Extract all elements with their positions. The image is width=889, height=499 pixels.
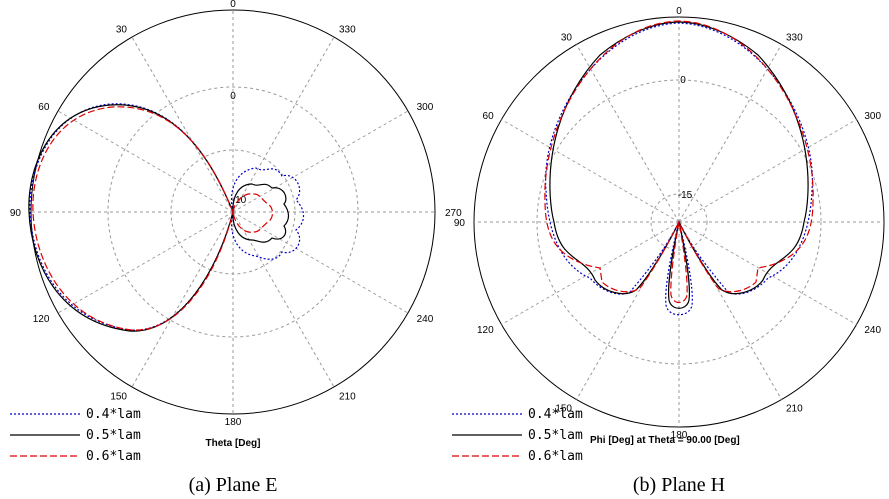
radial-label-a-0: 0 <box>230 91 236 102</box>
curve-a-0.5lam-main <box>28 104 234 332</box>
grid-b <box>473 16 885 428</box>
spoke-a-210 <box>232 211 335 388</box>
legend-b-label-0.4lam: 0.4*lam <box>528 407 583 422</box>
radial-label-b-1: -15 <box>678 190 693 201</box>
angle-label-a-180: 180 <box>225 417 242 428</box>
spoke-b-30 <box>576 44 680 223</box>
spoke-a-300 <box>232 110 409 213</box>
spoke-b-60 <box>501 119 680 223</box>
angle-label-b-30: 30 <box>561 33 573 44</box>
polar-chart-plane-e: 0 30 60 90 120 150 180 210 240 270 300 330 0 -10 0.… <box>10 0 462 496</box>
series-a-0.6lam <box>32 106 274 331</box>
grid-a <box>30 9 436 415</box>
angle-label-b-0: 0 <box>676 6 682 17</box>
axis-title-b: Phi [Deg] at Theta = 90.00 [Deg] <box>590 435 740 446</box>
angle-label-a-30: 30 <box>116 24 128 35</box>
legend-a: 0.4*lam 0.5*lam 0.6*lam <box>10 407 141 464</box>
curve-a-0.6lam-main <box>32 106 234 331</box>
spoke-b-150 <box>576 221 680 400</box>
spoke-b-210 <box>678 221 782 400</box>
legend-b-label-0.5lam: 0.5*lam <box>528 428 583 443</box>
angle-ticks-a: 0 30 60 90 120 150 180 210 240 270 300 330 <box>10 0 462 428</box>
spoke-a-240 <box>232 211 409 314</box>
legend-b: 0.4*lam 0.5*lam 0.6*lam <box>452 407 583 464</box>
ring-a-1 <box>107 86 359 338</box>
ring-b-1 <box>536 79 822 365</box>
angle-label-a-0: 0 <box>230 0 236 10</box>
caption-a: (a) Plane E <box>189 474 278 496</box>
series-b-0.4lam <box>545 22 813 316</box>
angle-label-a-60: 60 <box>38 102 50 113</box>
angle-label-b-120: 120 <box>477 325 494 336</box>
outer-ring-a <box>30 9 436 415</box>
spoke-a-60 <box>57 110 234 213</box>
spokes-a <box>31 10 435 414</box>
series-b-0.6lam <box>544 20 814 304</box>
curve-a-0.6lam-back <box>232 193 274 233</box>
angle-label-b-150: 150 <box>555 403 572 414</box>
angle-label-a-240: 240 <box>417 314 434 325</box>
spoke-a-120 <box>57 211 234 314</box>
angle-label-b-90: 90 <box>454 218 466 229</box>
angle-label-b-240: 240 <box>864 325 881 336</box>
curve-b-0.6lam-lobe <box>670 221 688 304</box>
angle-label-a-210: 210 <box>339 392 356 403</box>
series-a-0.4lam <box>29 103 305 331</box>
curve-b-0.5lam-lobe <box>668 221 690 309</box>
angle-label-b-180: 180 <box>671 430 688 441</box>
spoke-b-330 <box>678 44 782 223</box>
caption-b: (b) Plane H <box>633 474 725 496</box>
curve-b-0.4lam-main <box>545 22 813 295</box>
angle-label-b-210: 210 <box>786 403 803 414</box>
angle-label-a-120: 120 <box>33 314 50 325</box>
angle-label-b-60: 60 <box>483 111 495 122</box>
legend-a-label-0.6lam: 0.6*lam <box>86 449 141 464</box>
legend-b-label-0.6lam: 0.6*lam <box>528 449 583 464</box>
spoke-b-120 <box>501 221 680 325</box>
ring-b-2 <box>650 193 708 251</box>
curve-b-0.6lam-main <box>544 20 814 293</box>
curve-a-0.5lam-back <box>232 183 290 243</box>
angle-label-a-330: 330 <box>339 24 356 35</box>
curve-b-0.4lam-lobe <box>665 221 693 316</box>
curve-b-0.5lam-main <box>549 21 809 295</box>
angle-label-b-300: 300 <box>864 111 881 122</box>
spoke-b-240 <box>678 221 857 325</box>
spoke-a-30 <box>131 36 234 213</box>
angle-label-a-150: 150 <box>110 392 127 403</box>
curve-a-0.4lam-back <box>230 167 305 260</box>
angle-label-a-300: 300 <box>417 102 434 113</box>
spokes-b <box>474 17 884 427</box>
angle-label-b-330: 330 <box>786 33 803 44</box>
spoke-b-300 <box>678 119 857 223</box>
legend-a-label-0.4lam: 0.4*lam <box>86 407 141 422</box>
radial-label-b-0: 0 <box>680 75 686 86</box>
spoke-a-150 <box>131 211 234 388</box>
spoke-a-330 <box>232 36 335 213</box>
radial-label-a-1: -10 <box>232 195 247 206</box>
series-a-0.5lam <box>28 104 290 332</box>
axis-title-a: Theta [Deg] <box>206 438 261 449</box>
series-b-0.5lam <box>549 21 809 309</box>
legend-a-label-0.5lam: 0.5*lam <box>86 428 141 443</box>
angle-label-a-90: 90 <box>10 208 22 219</box>
angle-label-a-270: 270 <box>445 208 462 219</box>
